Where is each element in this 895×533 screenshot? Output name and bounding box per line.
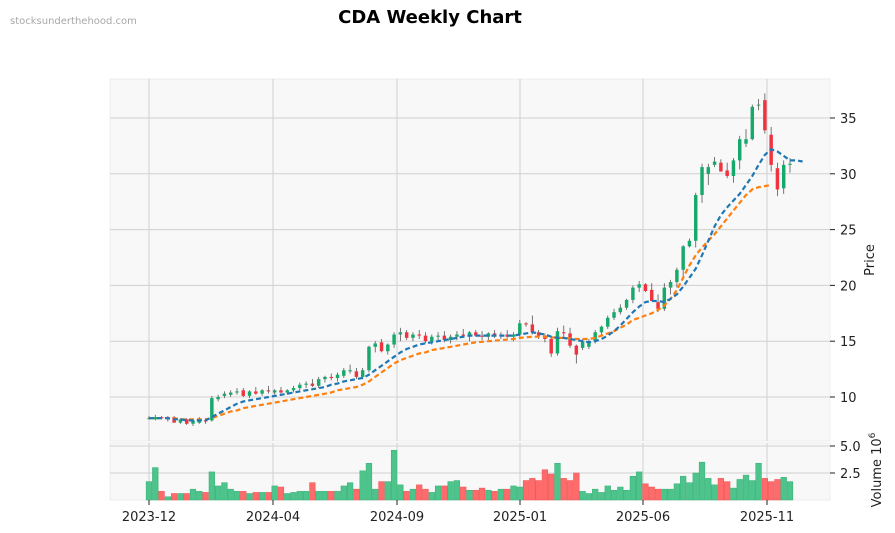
- axes: 2023-12 2024-04 2024-09 2025-01 2025-06 2025-…: [122, 112, 861, 525]
- x-tick-label: 2025-01: [493, 510, 547, 525]
- y-tick-label: 10: [840, 391, 857, 406]
- watermark: stocksunderthehood.com: [10, 16, 137, 27]
- y-tick-label: 30: [840, 168, 857, 183]
- x-tick-label: 2023-12: [122, 510, 176, 525]
- volume-tick-label: 2.5: [840, 467, 861, 482]
- x-tick-label: 2025-11: [740, 510, 794, 525]
- ma-slow-line: [149, 183, 772, 421]
- y-tick-label: 20: [840, 279, 857, 294]
- y-tick-label: 25: [840, 224, 857, 239]
- chart-title: CDA Weekly Chart: [338, 7, 522, 28]
- volume-bars: [145, 450, 794, 501]
- ma-fast-line: [149, 147, 803, 422]
- svg-text:Volume 106: Volume 106: [868, 432, 885, 507]
- x-tick-label: 2024-04: [246, 510, 300, 525]
- x-tick-label: 2025-06: [616, 510, 670, 525]
- volume-axis-label: Volume 106: [868, 432, 885, 507]
- y-tick-label: 15: [840, 335, 857, 350]
- moving-averages: [149, 147, 803, 422]
- price-panel: [109, 78, 831, 442]
- x-tick-label: 2024-09: [370, 510, 424, 525]
- candlesticks: [147, 93, 792, 427]
- volume-tick-label: 5.0: [840, 440, 861, 455]
- y-tick-label: 35: [840, 112, 857, 127]
- price-axis-label: Price: [863, 244, 878, 276]
